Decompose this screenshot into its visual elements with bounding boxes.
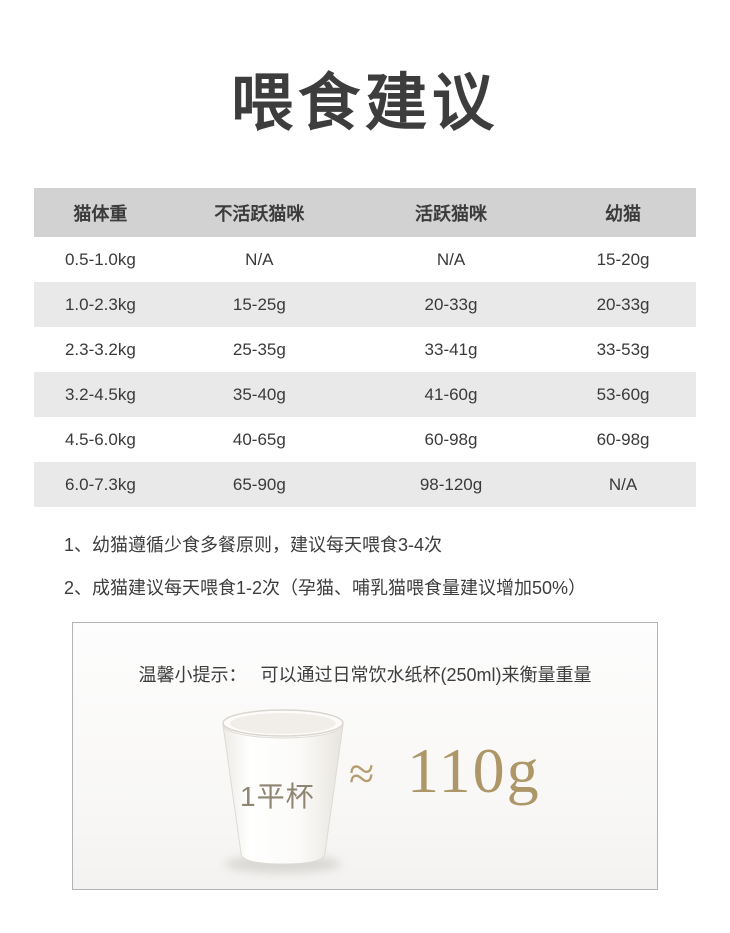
note-line-1: 1、幼猫遵循少食多餐原则，建议每天喂食3-4次: [64, 535, 443, 555]
table-cell: 15-25g: [232, 294, 286, 314]
note-line-2: 2、成猫建议每天喂食1-2次（孕猫、哺乳猫喂食量建议增加50%）: [64, 578, 587, 598]
cup-label: 1平杯: [240, 781, 315, 812]
column-header: 活跃猫咪: [351, 188, 551, 237]
table-cell: N/A: [436, 249, 466, 269]
tip-body: 可以通过日常饮水纸杯(250ml)来衡量重量: [260, 665, 592, 685]
tip-text: 温馨小提示： 可以通过日常饮水纸杯(250ml)来衡量重量: [73, 661, 657, 687]
table-cell: 0.5-1.0kg: [64, 249, 136, 269]
table-row: 6.0-7.3kg 65-90g 98-120g N/A: [34, 462, 696, 507]
table-cell: 33-41g: [424, 339, 478, 359]
table-cell: N/A: [608, 474, 638, 494]
amount-value: 110g: [407, 735, 541, 806]
table-cell: 25-35g: [232, 339, 286, 359]
table-header-row: 猫体重 不活跃猫咪 活跃猫咪 幼猫: [34, 188, 696, 237]
table-cell: 15-20g: [596, 249, 650, 269]
table-row: 2.3-3.2kg 25-35g 33-41g 33-53g: [34, 327, 696, 372]
table-row: 1.0-2.3kg 15-25g 20-33g 20-33g: [34, 282, 696, 327]
feeding-table: 猫体重 不活跃猫咪 活跃猫咪 幼猫 0.5-1.0kg N/A N/A 15-20g 1.0-…: [34, 188, 696, 507]
approx-symbol: ≈: [349, 748, 375, 799]
table-cell: 1.0-2.3kg: [64, 294, 136, 314]
table-cell: 65-90g: [232, 474, 286, 494]
page-title: 喂食建议: [230, 69, 499, 138]
feeding-notes: 1、幼猫遵循少食多餐原则，建议每天喂食3-4次 2、成猫建议每天喂食1-2次（孕…: [64, 533, 730, 600]
column-header: 幼猫: [550, 188, 696, 237]
table-cell: 41-60g: [424, 384, 478, 404]
tip-box: 温馨小提示： 可以通过日常饮水纸杯(250ml)来衡量重量: [72, 622, 658, 890]
table-cell: 35-40g: [232, 384, 286, 404]
table-row: 3.2-4.5kg 35-40g 41-60g 53-60g: [34, 372, 696, 417]
table-cell: 2.3-3.2kg: [64, 339, 136, 359]
tip-label: 温馨小提示：: [138, 665, 247, 685]
table-cell: 3.2-4.5kg: [64, 384, 136, 404]
table-row: 0.5-1.0kg N/A N/A 15-20g: [34, 237, 696, 282]
paper-cup-icon: [222, 709, 344, 873]
table-cell: 20-33g: [424, 294, 478, 314]
table-cell: 60-98g: [596, 429, 650, 449]
table-cell: 60-98g: [424, 429, 478, 449]
column-header: 猫体重: [34, 188, 167, 237]
table-cell: N/A: [245, 249, 274, 269]
table-cell: 33-53g: [596, 339, 650, 359]
table-cell: 6.0-7.3kg: [64, 474, 136, 494]
column-header: 不活跃猫咪: [166, 188, 352, 237]
table-cell: 20-33g: [596, 294, 650, 314]
table-cell: 53-60g: [596, 384, 650, 404]
paper-cup-image: [213, 701, 353, 881]
table-cell: 40-65g: [232, 429, 286, 449]
table-cell: 98-120g: [419, 474, 483, 494]
table-cell: 4.5-6.0kg: [64, 429, 136, 449]
table-body: 0.5-1.0kg N/A N/A 15-20g 1.0-2.3kg 15-25g 20-3…: [34, 237, 696, 507]
table-row: 4.5-6.0kg 40-65g 60-98g 60-98g: [34, 417, 696, 462]
